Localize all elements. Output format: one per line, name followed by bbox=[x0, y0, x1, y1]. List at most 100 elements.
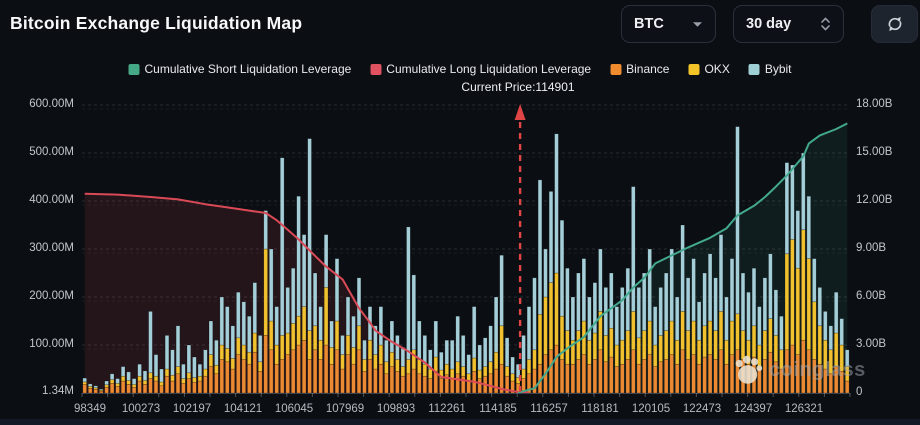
liquidation-bar-segment bbox=[757, 306, 762, 346]
liquidation-bar-segment bbox=[713, 277, 718, 331]
liquidation-bar-segment bbox=[219, 359, 224, 394]
liquidation-bar-segment bbox=[839, 318, 844, 346]
liquidation-bar-segment bbox=[296, 344, 301, 394]
liquidation-bar-segment bbox=[131, 386, 137, 394]
liquidation-bar-segment bbox=[845, 380, 850, 394]
liquidation-bar-segment bbox=[598, 349, 603, 394]
legend-item-0[interactable]: Cumulative Short Liquidation Leverage bbox=[128, 62, 351, 76]
liquidation-bar-segment bbox=[461, 335, 466, 367]
legend-item-2[interactable]: Binance bbox=[610, 62, 669, 76]
liquidation-bar-segment bbox=[115, 378, 120, 384]
liquidation-bar-segment bbox=[411, 349, 416, 370]
liquidation-bar-segment bbox=[488, 373, 493, 394]
liquidation-bar-segment bbox=[181, 378, 186, 384]
liquidation-bar-segment bbox=[230, 368, 235, 394]
liquidation-bar-segment bbox=[291, 323, 296, 351]
liquidation-bar-segment bbox=[186, 378, 192, 394]
liquidation-bar-segment bbox=[258, 335, 263, 363]
liquidation-bar-segment bbox=[159, 385, 164, 394]
liquidation-bar-segment bbox=[417, 359, 422, 375]
liquidation-bar-segment bbox=[301, 234, 307, 307]
liquidation-bar-segment bbox=[625, 267, 630, 331]
datazoom-strip[interactable] bbox=[0, 419, 920, 425]
liquidation-bar-segment bbox=[631, 349, 636, 394]
liquidation-bar-segment bbox=[274, 363, 279, 394]
liquidation-bar-segment bbox=[280, 335, 285, 360]
liquidation-bar-segment bbox=[576, 359, 581, 394]
liquidation-bar-segment bbox=[461, 375, 466, 394]
refresh-button[interactable] bbox=[871, 5, 918, 43]
liquidation-bar-segment bbox=[126, 384, 131, 394]
legend-label: Binance bbox=[626, 62, 670, 76]
liquidation-bar-segment bbox=[455, 373, 460, 394]
liquidation-bar-segment bbox=[488, 361, 493, 375]
liquidation-bar-segment bbox=[197, 375, 203, 382]
liquidation-bar-segment bbox=[400, 375, 406, 394]
liquidation-bar-segment bbox=[82, 384, 87, 394]
liquidation-bar-segment bbox=[340, 335, 345, 355]
liquidation-bar-segment bbox=[164, 335, 170, 370]
x-axis-label: 100273 bbox=[121, 403, 161, 415]
liquidation-bar-segment bbox=[664, 272, 669, 331]
x-axis-label: 102197 bbox=[172, 403, 212, 415]
liquidation-bar-segment bbox=[104, 380, 109, 386]
x-axis-label: 122473 bbox=[682, 403, 722, 415]
liquidation-bar-segment bbox=[773, 289, 779, 336]
liquidation-bar-segment bbox=[208, 320, 214, 355]
liquidation-bar-segment bbox=[153, 375, 159, 382]
liquidation-bar-segment bbox=[367, 359, 373, 394]
liquidation-bar-segment bbox=[120, 375, 126, 382]
liquidation-bar-segment bbox=[433, 320, 438, 358]
liquidation-bar-segment bbox=[669, 354, 674, 394]
liquidation-bar-segment bbox=[488, 325, 493, 363]
liquidation-bar-segment bbox=[631, 186, 636, 312]
liquidation-bar-segment bbox=[334, 258, 340, 322]
liquidation-bar-segment bbox=[356, 349, 362, 394]
liquidation-bar-segment bbox=[647, 248, 652, 322]
liquidation-bar-segment bbox=[828, 373, 833, 394]
liquidation-bar-segment bbox=[724, 296, 729, 341]
liquidation-bar-segment bbox=[762, 359, 768, 394]
liquidation-bar-segment bbox=[466, 380, 471, 394]
liquidation-bar-segment bbox=[291, 349, 296, 394]
x-axis-label: 126321 bbox=[784, 403, 824, 415]
liquidation-bar-segment bbox=[384, 339, 389, 363]
coin-select-dropdown[interactable]: BTC bbox=[621, 5, 716, 43]
liquidation-bar-segment bbox=[664, 359, 669, 394]
liquidation-bar-segment bbox=[378, 344, 384, 365]
liquidation-bar-segment bbox=[356, 325, 362, 351]
liquidation-bar-segment bbox=[823, 311, 828, 341]
x-axis-label: 114185 bbox=[479, 403, 517, 415]
liquidation-bar-segment bbox=[614, 306, 619, 346]
legend-item-4[interactable]: Bybit bbox=[748, 62, 792, 76]
liquidation-bar-segment bbox=[422, 363, 427, 377]
liquidation-bar-segment bbox=[801, 152, 806, 231]
liquidation-bar-segment bbox=[395, 371, 400, 394]
liquidation-bar-segment bbox=[88, 386, 93, 389]
liquidation-bar-segment bbox=[685, 359, 691, 394]
liquidation-bar-segment bbox=[318, 339, 323, 360]
liquidation-bar-segment bbox=[532, 349, 537, 370]
liquidation-bar-segment bbox=[378, 306, 384, 346]
liquidation-bar-segment bbox=[225, 361, 230, 394]
liquidation-bar-segment bbox=[148, 372, 153, 379]
liquidation-bar-segment bbox=[269, 248, 274, 322]
legend-item-3[interactable]: OKX bbox=[688, 62, 730, 76]
liquidation-bar-segment bbox=[729, 320, 735, 355]
liquidation-bar-segment bbox=[406, 226, 411, 360]
liquidation-bar-segment bbox=[647, 354, 652, 394]
liquidation-bar-segment bbox=[768, 253, 773, 319]
liquidation-bar-segment bbox=[181, 363, 186, 379]
liquidation-bar-segment bbox=[450, 378, 455, 394]
liquidation-bar-segment bbox=[658, 287, 663, 336]
liquidation-bar-segment bbox=[280, 359, 285, 394]
liquidation-bar-segment bbox=[795, 354, 800, 394]
legend-swatch-icon bbox=[370, 63, 382, 75]
range-select-stepper[interactable]: 30 day bbox=[733, 5, 844, 43]
liquidation-bar-segment bbox=[115, 386, 120, 394]
chart-plot-area[interactable] bbox=[81, 100, 851, 400]
liquidation-bar-segment bbox=[131, 384, 137, 388]
legend-item-1[interactable]: Cumulative Long Liquidation Leverage bbox=[370, 62, 591, 76]
liquidation-bar-segment bbox=[406, 373, 411, 394]
liquidation-bar-segment bbox=[653, 366, 658, 394]
